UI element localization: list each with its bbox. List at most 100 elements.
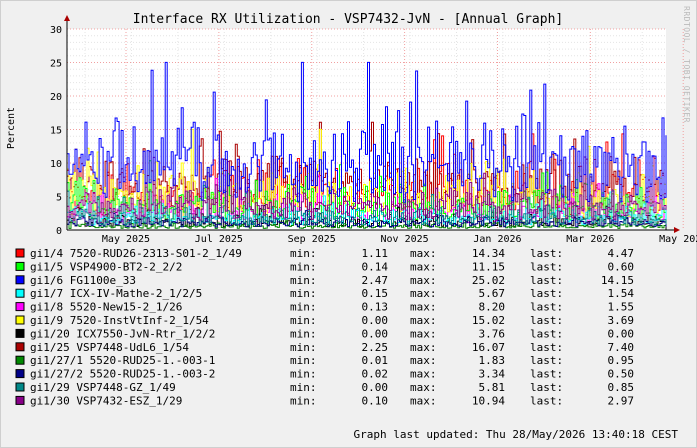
legend-series-name: gi1/27/2 5520-RUD25-1.-003-2 (30, 368, 215, 381)
legend-last-value: 7.40 (608, 341, 635, 354)
legend-max-value: 8.20 (479, 301, 506, 314)
legend-max-value: 5.81 (479, 381, 506, 394)
legend-series-name: gi1/29 VSP7448-GZ_1/49 (30, 381, 176, 394)
y-tick-label: 5 (56, 193, 62, 204)
legend-last-value: 14.15 (601, 274, 634, 287)
x-tick-label: May 2026 (659, 234, 697, 245)
legend-max-label: max: (410, 381, 437, 394)
legend-swatch (15, 275, 25, 285)
legend-last-value: 0.85 (608, 381, 635, 394)
legend-max-value: 10.94 (472, 394, 505, 407)
legend-last-value: 0.50 (608, 368, 635, 381)
legend-min-value: 2.25 (362, 341, 389, 354)
legend-swatch (15, 369, 25, 379)
legend-max-value: 15.02 (472, 314, 505, 327)
y-axis-arrow (64, 15, 70, 21)
legend-series-name: gi1/7 ICX-IV-Mathe-2_1/2/5 (30, 287, 202, 300)
y-tick-label: 0 (56, 226, 62, 237)
legend-last-label: last: (530, 274, 563, 287)
legend-series-name: gi1/8 5520-New15-2_1/26 (30, 301, 182, 314)
legend-min-label: min: (290, 381, 317, 394)
legend-swatch (15, 302, 25, 312)
legend: gi1/4 7520-RUD26-2313-S01-2_1/49 min: 1.11… (15, 247, 635, 407)
axes (64, 15, 680, 233)
last-updated-footer: Graph last updated: Thu 28/May/2026 13:4… (353, 428, 678, 441)
legend-min-value: 0.01 (362, 354, 389, 367)
series-line (67, 190, 667, 226)
series-line (67, 174, 667, 224)
legend-last-value: 0.60 (608, 260, 635, 273)
legend-min-label: min: (290, 341, 317, 354)
y-tick-label: 20 (50, 92, 62, 103)
x-tick-label: Jul 2025 (195, 234, 243, 245)
legend-swatch (15, 328, 25, 338)
legend-max-label: max: (410, 341, 437, 354)
legend-min-value: 0.02 (362, 368, 389, 381)
legend-swatch (15, 261, 25, 271)
legend-swatch (15, 288, 25, 298)
legend-max-label: max: (410, 314, 437, 327)
legend-last-value: 1.54 (608, 287, 635, 300)
legend-min-label: min: (290, 274, 317, 287)
legend-series-name: gi1/6 FG1100e_33 (30, 274, 136, 287)
legend-min-value: 0.14 (362, 260, 389, 273)
legend-last-value: 1.55 (608, 301, 635, 314)
legend-series-name: gi1/20 ICX7550-JvN-Rtr_1/2/2 (30, 327, 215, 340)
legend-min-label: min: (290, 301, 317, 314)
y-tick-label: 30 (50, 25, 62, 36)
legend-min-label: min: (290, 287, 317, 300)
legend-max-value: 11.15 (472, 260, 505, 273)
legend-last-label: last: (530, 354, 563, 367)
legend-min-label: min: (290, 354, 317, 367)
legend-series-name: gi1/4 7520-RUD26-2313-S01-2_1/49 (30, 247, 242, 260)
legend-min-label: min: (290, 247, 317, 260)
legend-min-label: min: (290, 327, 317, 340)
y-tick-label: 10 (50, 159, 62, 170)
legend-series-name: gi1/30 VSP7432-ESZ_1/29 (30, 394, 182, 407)
legend-min-value: 0.00 (362, 314, 389, 327)
legend-series-name: gi1/5 VSP4900-BT2-2_2/2 (30, 260, 182, 273)
legend-max-label: max: (410, 301, 437, 314)
series-line (67, 61, 667, 203)
legend-min-value: 0.13 (362, 301, 389, 314)
legend-min-value: 2.47 (362, 274, 389, 287)
y-tick-label: 15 (50, 126, 62, 137)
rrdtool-watermark: RRDTOOL / TOBI OETIKER (682, 6, 691, 123)
legend-max-label: max: (410, 247, 437, 260)
legend-last-label: last: (530, 314, 563, 327)
y-axis-label: Percent (6, 107, 17, 149)
legend-series-name: gi1/9 7520-InstVtInf-2_1/54 (30, 314, 209, 327)
legend-max-label: max: (410, 287, 437, 300)
legend-swatch (15, 395, 25, 405)
legend-max-label: max: (410, 274, 437, 287)
legend-min-value: 1.11 (362, 247, 389, 260)
legend-min-value: 0.10 (362, 394, 389, 407)
legend-max-value: 5.67 (479, 287, 506, 300)
series-line (67, 156, 667, 221)
legend-last-label: last: (530, 260, 563, 273)
legend-min-value: 0.00 (362, 327, 389, 340)
legend-last-label: last: (530, 247, 563, 260)
legend-max-label: max: (410, 354, 437, 367)
legend-max-label: max: (410, 368, 437, 381)
legend-swatch (15, 382, 25, 392)
legend-swatch (15, 315, 25, 325)
series-lines (67, 61, 667, 230)
x-tick-label: Nov 2025 (381, 234, 429, 245)
legend-last-value: 0.00 (608, 327, 635, 340)
legend-swatch (15, 355, 25, 365)
x-axis-arrow (674, 227, 680, 233)
legend-max-label: max: (410, 260, 437, 273)
legend-min-label: min: (290, 260, 317, 273)
legend-last-value: 4.47 (608, 247, 635, 260)
x-tick-label: Jan 2026 (473, 234, 521, 245)
legend-min-label: min: (290, 314, 317, 327)
legend-max-label: max: (410, 327, 437, 340)
legend-last-label: last: (530, 287, 563, 300)
legend-min-value: 0.00 (362, 381, 389, 394)
x-tick-label: May 2025 (102, 234, 150, 245)
legend-last-value: 3.69 (608, 314, 635, 327)
legend-max-value: 1.83 (479, 354, 506, 367)
legend-max-value: 14.34 (472, 247, 505, 260)
